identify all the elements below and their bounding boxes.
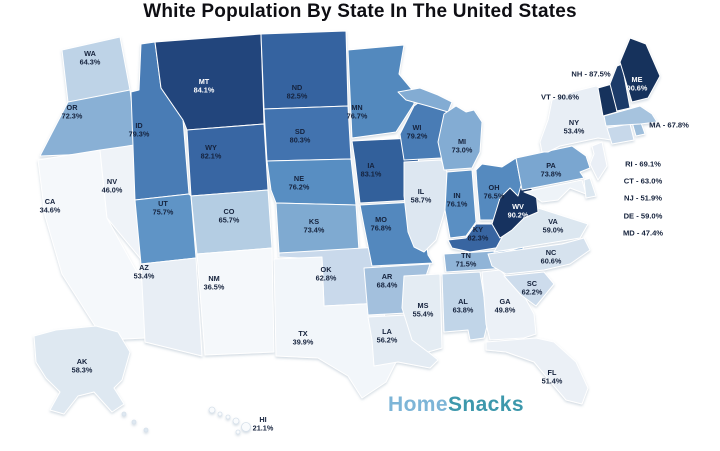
state-shape-MI bbox=[397, 87, 453, 113]
state-shape-WY bbox=[186, 123, 269, 197]
state-label-TX: TX 39.9% bbox=[293, 329, 314, 347]
state-label-NC: NC 60.6% bbox=[541, 248, 562, 266]
state-shape-HI bbox=[232, 417, 240, 425]
state-label-ID: ID 79.3% bbox=[129, 121, 150, 139]
state-label-MI: MI 73.0% bbox=[452, 137, 473, 155]
state-label-NV: NV 46.0% bbox=[102, 177, 123, 195]
state-label-WI: WI 79.2% bbox=[407, 123, 428, 141]
side-label-VT: VT - 90.6% bbox=[541, 93, 579, 102]
state-label-CO: CO 65.7% bbox=[219, 207, 240, 225]
state-shape-CT bbox=[606, 123, 635, 145]
state-label-IL: IL 58.7% bbox=[411, 187, 432, 205]
state-shape-MA bbox=[603, 105, 658, 127]
state-label-IN: IN 76.1% bbox=[447, 191, 468, 209]
state-shape-FL bbox=[485, 337, 589, 405]
state-shape-AL bbox=[441, 271, 489, 341]
state-shape-AK bbox=[121, 411, 127, 417]
state-shape-DE bbox=[583, 177, 597, 199]
state-label-AL: AL 63.8% bbox=[453, 297, 474, 315]
state-label-SD: SD 80.3% bbox=[290, 127, 311, 145]
state-label-MN: MN 76.7% bbox=[347, 103, 368, 121]
state-label-IA: IA 83.1% bbox=[361, 161, 382, 179]
state-label-CA: CA 34.6% bbox=[40, 197, 61, 215]
logo-snacks: Snacks bbox=[447, 393, 524, 416]
state-label-LA: LA 56.2% bbox=[377, 327, 398, 345]
side-label-CT: CT - 63.0% bbox=[624, 177, 663, 186]
state-label-ND: ND 82.5% bbox=[287, 83, 308, 101]
state-label-WA: WA 64.3% bbox=[80, 49, 101, 67]
state-label-NE: NE 76.2% bbox=[289, 174, 310, 192]
state-label-PA: PA 73.8% bbox=[541, 161, 562, 179]
state-label-HI: HI 21.1% bbox=[253, 415, 274, 433]
state-shape-IN bbox=[444, 169, 477, 239]
state-shape-UT bbox=[134, 193, 197, 265]
state-shape-AK bbox=[33, 325, 131, 415]
state-label-TN: TN 71.5% bbox=[456, 251, 477, 269]
state-shape-MD bbox=[523, 179, 587, 203]
state-shape-HI bbox=[235, 429, 241, 435]
state-label-WY: WY 82.1% bbox=[201, 143, 222, 161]
side-label-MD: MD - 47.4% bbox=[623, 229, 663, 238]
state-label-UT: UT 75.7% bbox=[153, 199, 174, 217]
state-label-GA: GA 49.8% bbox=[495, 297, 516, 315]
state-shape-SD bbox=[263, 105, 352, 162]
state-shape-OR bbox=[39, 89, 139, 157]
side-label-DE: DE - 59.0% bbox=[624, 212, 663, 221]
page-title: White Population By State In The United … bbox=[143, 1, 577, 22]
state-shape-SC bbox=[503, 271, 555, 307]
state-label-NM: NM 36.5% bbox=[204, 274, 225, 292]
state-label-AK: AK 58.3% bbox=[72, 357, 93, 375]
state-shape-NE bbox=[266, 158, 357, 206]
state-shape-PA bbox=[515, 145, 591, 191]
state-label-KY: KY 82.3% bbox=[468, 225, 489, 243]
state-label-SC: SC 62.2% bbox=[522, 279, 543, 297]
state-label-OK: OK 62.8% bbox=[316, 265, 337, 283]
state-shape-HI bbox=[241, 422, 251, 432]
state-shape-MI bbox=[437, 105, 483, 171]
side-label-RI: RI - 69.1% bbox=[625, 160, 661, 169]
state-label-VA: VA 59.0% bbox=[543, 217, 564, 235]
logo-home: Home bbox=[388, 393, 448, 416]
state-label-ME: ME 90.6% bbox=[627, 75, 648, 93]
state-label-AR: AR 68.4% bbox=[377, 272, 398, 290]
state-shape-HI bbox=[208, 406, 216, 414]
state-label-OR: OR 72.3% bbox=[62, 103, 83, 121]
state-shape-TX bbox=[273, 256, 403, 399]
state-label-AZ: AZ 53.4% bbox=[134, 263, 155, 281]
state-label-MT: MT 84.1% bbox=[194, 77, 215, 95]
state-labels-layer: WA 64.3% OR 72.3% CA 34.6% NV 46.0% ID 79.3% MT 84.… bbox=[40, 49, 690, 433]
state-label-MS: MS 55.4% bbox=[413, 301, 434, 319]
state-label-NY: NY 53.4% bbox=[564, 118, 585, 136]
state-shape-NM bbox=[196, 247, 275, 356]
state-shape-NH bbox=[609, 63, 631, 112]
state-shape-AK bbox=[143, 427, 149, 433]
side-label-MA: MA - 67.8% bbox=[649, 121, 689, 130]
state-shape-NJ bbox=[589, 141, 608, 181]
state-label-MO: MO 76.8% bbox=[371, 215, 392, 233]
state-shape-ME bbox=[619, 37, 661, 103]
state-shape-MS bbox=[401, 273, 443, 353]
state-shape-AK bbox=[131, 419, 137, 425]
state-shape-HI bbox=[217, 411, 223, 417]
state-shape-NC bbox=[487, 237, 591, 275]
state-label-FL: FL 51.4% bbox=[542, 368, 563, 386]
state-label-WV: WV 90.2% bbox=[508, 202, 529, 220]
state-label-OH: OH 76.5% bbox=[484, 183, 505, 201]
state-shape-HI bbox=[225, 414, 231, 420]
side-label-NH: NH - 87.5% bbox=[571, 70, 610, 79]
state-shape-AZ bbox=[140, 257, 203, 357]
state-label-KS: KS 73.4% bbox=[304, 217, 325, 235]
state-shape-IL bbox=[403, 159, 448, 253]
state-shapes-layer bbox=[33, 30, 661, 435]
side-label-NJ: NJ - 51.9% bbox=[624, 194, 662, 203]
homesnacks-logo: HomeSnacks bbox=[388, 393, 524, 417]
